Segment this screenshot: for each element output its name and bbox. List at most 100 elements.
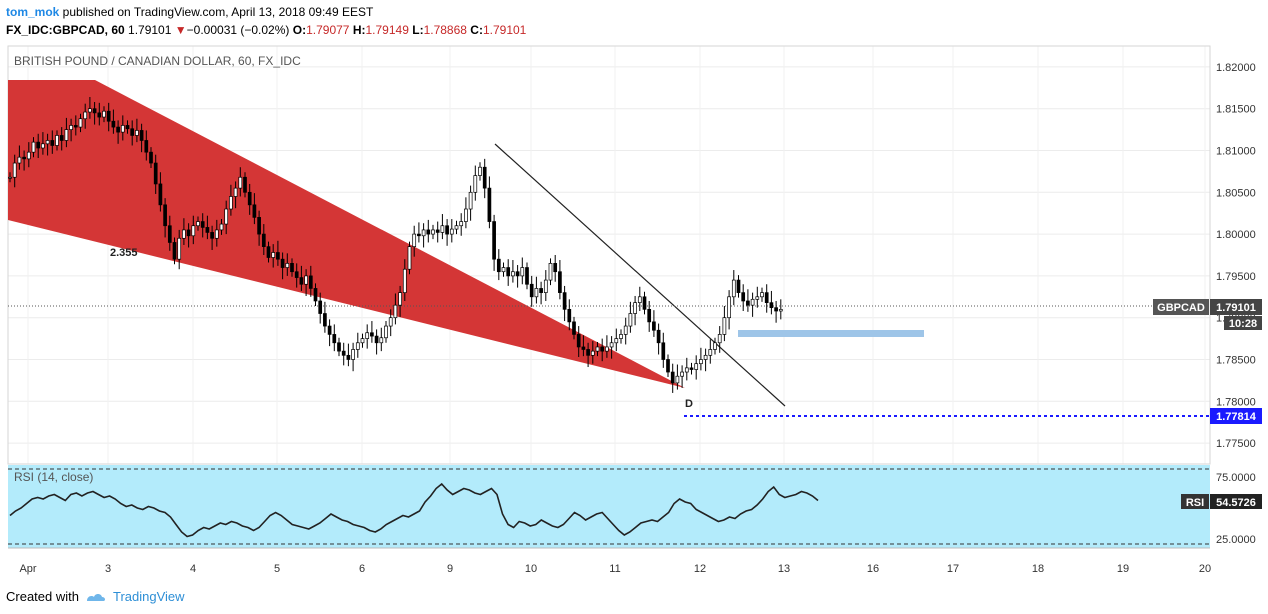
candle-body <box>675 375 680 384</box>
rsi-tag <box>1210 494 1262 509</box>
price-tick-label: 1.82000 <box>1216 62 1256 74</box>
candle-body <box>637 296 642 304</box>
candle-body <box>713 342 717 350</box>
candle-body <box>158 183 163 206</box>
candle-body <box>778 308 783 312</box>
candle-body <box>647 308 652 323</box>
candle-body <box>431 229 435 235</box>
candle-body <box>520 267 525 277</box>
time-tick-label: 6 <box>359 563 365 575</box>
candle-body <box>774 307 778 312</box>
candle-body <box>182 229 186 239</box>
candle-body <box>539 288 543 293</box>
time-tag <box>1224 316 1262 330</box>
candle-body <box>276 252 280 260</box>
candle-body <box>290 263 294 273</box>
symbol-label: FX_IDC:GBPCAD, 60 <box>6 23 125 37</box>
target-zone[interactable] <box>738 330 924 337</box>
symbol-tag <box>1153 299 1209 315</box>
candle-body <box>656 329 661 344</box>
candle-body <box>186 229 191 237</box>
created-with-text: Created with <box>6 589 79 604</box>
candle-body <box>26 151 31 160</box>
candle-body <box>280 258 285 268</box>
tradingview-brand-link[interactable]: TradingView <box>112 589 185 604</box>
price-pane-border <box>7 45 1211 465</box>
footer: Created with TradingView <box>6 589 185 604</box>
candle-body <box>88 108 92 113</box>
candle-body <box>417 233 421 237</box>
low-value: 1.78868 <box>423 23 467 37</box>
candle-body <box>69 125 73 130</box>
candle-body <box>680 371 684 377</box>
candle-body <box>64 129 69 141</box>
candle-body <box>139 130 144 141</box>
candle-body <box>633 302 637 314</box>
candle-body <box>172 242 177 260</box>
candle-body <box>106 110 111 122</box>
published-text: published on TradingView.com, April 13, … <box>59 5 374 19</box>
candle-body <box>351 349 355 360</box>
candle-body <box>525 267 529 285</box>
candle-body <box>586 349 590 356</box>
price-tick-label: 1.80000 <box>1216 229 1256 241</box>
candle-body <box>623 325 628 335</box>
candle-body <box>750 298 755 306</box>
rsi-line <box>9 482 819 538</box>
candles <box>8 96 783 393</box>
candle-body <box>233 187 238 197</box>
candle-body <box>294 271 299 278</box>
candle-body <box>727 296 731 319</box>
author-link[interactable]: tom_mok <box>6 5 60 19</box>
time-tick-label: 20 <box>1199 563 1211 575</box>
candle-body <box>261 233 266 247</box>
candle-body <box>238 176 243 189</box>
candle-body <box>337 342 341 352</box>
candle-body <box>605 346 609 352</box>
symbol-tag-text: GBPCAD <box>1157 302 1205 314</box>
chart-title: BRITISH POUND / CANADIAN DOLLAR, 60, FX_… <box>14 54 301 68</box>
rsi-pane[interactable] <box>8 465 1210 548</box>
time-tick-label: 18 <box>1032 563 1044 575</box>
rsi-tick-lower: 25.0000 <box>1216 534 1256 546</box>
candle-body <box>196 221 200 227</box>
candle-body <box>670 371 675 384</box>
candle-body <box>360 338 365 344</box>
ohlc-line: FX_IDC:GBPCAD, 60 1.79101 ▼−0.00031 (−0.… <box>6 23 526 37</box>
candle-body <box>487 187 492 222</box>
open-label: O: <box>292 23 307 37</box>
candle-body <box>191 225 196 237</box>
candle-body <box>548 263 553 281</box>
candle-body <box>285 263 290 268</box>
candle-body <box>308 275 313 289</box>
candle-body <box>652 321 656 331</box>
candle-body <box>440 225 445 233</box>
candle-body <box>73 125 78 128</box>
chart-area[interactable]: BRITISH POUND / CANADIAN DOLLAR, 60, FX_… <box>0 40 1268 580</box>
price-tick-label: 1.81500 <box>1216 104 1256 116</box>
candle-body <box>266 246 271 258</box>
candle-body <box>167 225 172 243</box>
candle-body <box>473 175 478 193</box>
price-tick-label: 1.81000 <box>1216 146 1256 158</box>
candle-body <box>252 204 257 218</box>
time-axis[interactable]: Apr 3 4 5 6 9 10 11 12 13 16 17 18 19 20 <box>19 563 1211 575</box>
candle-body <box>83 111 88 120</box>
candle-body <box>247 191 252 206</box>
candle-body <box>722 317 727 335</box>
candle-body <box>78 118 83 128</box>
price-axis[interactable]: 1.82000 1.81500 1.81000 1.80500 1.80000 1.795… <box>1216 62 1256 450</box>
candle-body <box>699 359 703 365</box>
candle-body <box>299 277 304 285</box>
trend-line[interactable] <box>494 143 786 407</box>
time-tick-label: 17 <box>947 563 959 575</box>
falling-wedge[interactable] <box>8 80 685 388</box>
candle-body <box>703 354 708 360</box>
candle-body <box>614 338 619 344</box>
candle-body <box>149 151 153 164</box>
candle-body <box>135 130 139 136</box>
candle-body <box>468 191 473 210</box>
open-value: 1.79077 <box>306 23 350 37</box>
candle-body <box>130 128 135 136</box>
candle-body <box>102 110 106 118</box>
